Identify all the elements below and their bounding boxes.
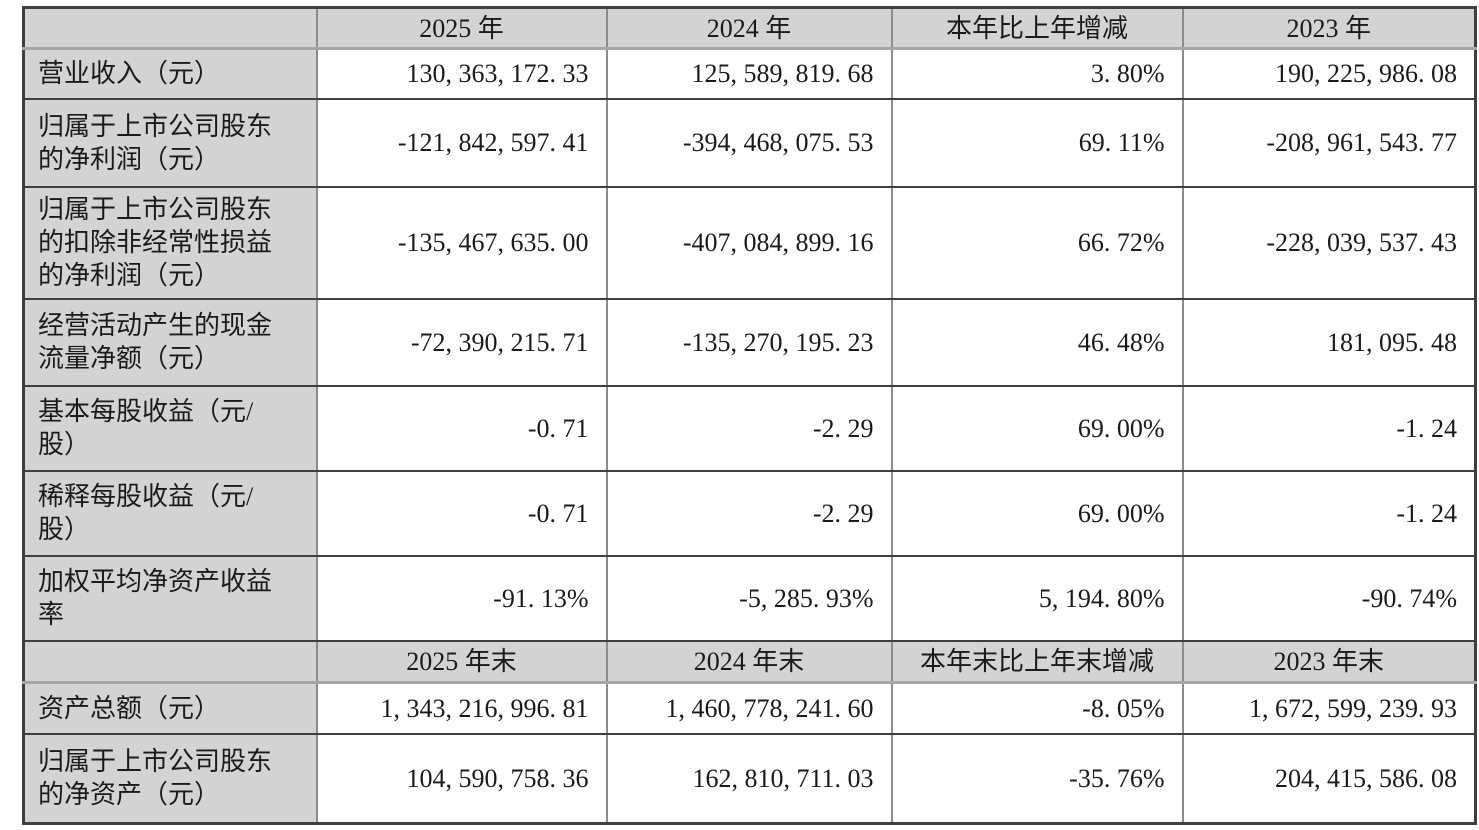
corner-cell — [22, 6, 318, 50]
period-header-cell: 2023 年 — [1181, 6, 1477, 50]
value-cell: 66. 72% — [890, 185, 1184, 300]
value-cell: 104, 590, 758. 36 — [315, 732, 608, 825]
value-cell: 130, 363, 172. 33 — [315, 47, 608, 100]
row-label-cell: 归属于上市公司股东的净资产（元） — [22, 732, 318, 825]
value-cell: -121, 842, 597. 41 — [315, 97, 608, 188]
row-label-cell: 营业收入（元） — [22, 47, 318, 100]
value-cell: 204, 415, 586. 08 — [1181, 732, 1477, 825]
table-row: 经营活动产生的现金流量净额（元） -72, 390, 215. 71 -135, 2… — [22, 297, 1477, 387]
period-header-row: 2025 年 2024 年本年比上年增减 2023 年 — [22, 6, 1477, 50]
period-header-cell: 本年比上年增减 — [890, 6, 1184, 50]
value-cell: -91. 13% — [315, 554, 608, 642]
value-cell: 3. 80% — [890, 47, 1184, 100]
value-cell: 162, 810, 711. 03 — [605, 732, 893, 825]
value-cell: -8. 05% — [890, 681, 1184, 735]
value-cell: -135, 467, 635. 00 — [315, 185, 608, 300]
value-cell: 1, 343, 216, 996. 81 — [315, 681, 608, 735]
row-label-cell: 归属于上市公司股东的扣除非经常性损益的净利润（元） — [22, 185, 318, 300]
value-cell: -0. 71 — [315, 384, 608, 472]
table-row: 归属于上市公司股东的净资产（元） 104, 590, 758. 36 162, 81… — [22, 732, 1477, 825]
value-cell: -407, 084, 899. 16 — [605, 185, 893, 300]
value-cell: 181, 095. 48 — [1181, 297, 1477, 387]
period-header-cell: 2024 年 — [605, 6, 893, 50]
period-header-cell: 2023 年末 — [1181, 639, 1477, 684]
value-cell: -72, 390, 215. 71 — [315, 297, 608, 387]
value-cell: -35. 76% — [890, 732, 1184, 825]
financial-summary-table-container: 2025 年 2024 年本年比上年增减 2023 年营业收入（元） 130, 363… — [22, 6, 1477, 825]
table-row: 归属于上市公司股东的净利润（元） -121, 842, 597. 41 -394, … — [22, 97, 1477, 188]
value-cell: 46. 48% — [890, 297, 1184, 387]
value-cell: 1, 460, 778, 241. 60 — [605, 681, 893, 735]
value-cell: -0. 71 — [315, 469, 608, 557]
table-row: 营业收入（元） 130, 363, 172. 33 125, 589, 819. 6… — [22, 47, 1477, 100]
period-header-cell: 本年末比上年末增减 — [890, 639, 1184, 684]
value-cell: -228, 039, 537. 43 — [1181, 185, 1477, 300]
table-row: 资产总额（元） 1, 343, 216, 996. 81 1, 460, 778, … — [22, 681, 1477, 735]
value-cell: 69. 00% — [890, 469, 1184, 557]
value-cell: 190, 225, 986. 08 — [1181, 47, 1477, 100]
row-label-cell: 基本每股收益（元/股） — [22, 384, 318, 472]
corner-cell — [22, 639, 318, 684]
value-cell: -135, 270, 195. 23 — [605, 297, 893, 387]
period-header-cell: 2025 年末 — [315, 639, 608, 684]
value-cell: 69. 00% — [890, 384, 1184, 472]
value-cell: -90. 74% — [1181, 554, 1477, 642]
value-cell: -1. 24 — [1181, 469, 1477, 557]
value-cell: -2. 29 — [605, 469, 893, 557]
table-row: 稀释每股收益（元/股） -0. 71 -2. 29 69. 00% -1. 24 — [22, 469, 1477, 557]
table-row: 归属于上市公司股东的扣除非经常性损益的净利润（元） -135, 467, 635.… — [22, 185, 1477, 300]
table-body: 2025 年 2024 年本年比上年增减 2023 年营业收入（元） 130, 363… — [22, 6, 1477, 825]
row-label-cell: 加权平均净资产收益率 — [22, 554, 318, 642]
financial-summary-table: 2025 年 2024 年本年比上年增减 2023 年营业收入（元） 130, 363… — [22, 6, 1477, 825]
value-cell: -208, 961, 543. 77 — [1181, 97, 1477, 188]
row-label-cell: 经营活动产生的现金流量净额（元） — [22, 297, 318, 387]
row-label-cell: 资产总额（元） — [22, 681, 318, 735]
period-header-cell: 2025 年 — [315, 6, 608, 50]
row-label-cell: 稀释每股收益（元/股） — [22, 469, 318, 557]
value-cell: 1, 672, 599, 239. 93 — [1181, 681, 1477, 735]
row-label-cell: 归属于上市公司股东的净利润（元） — [22, 97, 318, 188]
value-cell: -1. 24 — [1181, 384, 1477, 472]
value-cell: 69. 11% — [890, 97, 1184, 188]
period-header-cell: 2024 年末 — [605, 639, 893, 684]
value-cell: -2. 29 — [605, 384, 893, 472]
table-row: 加权平均净资产收益率 -91. 13% -5, 285. 93% 5, 194. 80… — [22, 554, 1477, 642]
value-cell: -5, 285. 93% — [605, 554, 893, 642]
value-cell: -394, 468, 075. 53 — [605, 97, 893, 188]
period-header-row: 2025 年末 2024 年末 本年末比上年末增减 2023 年末 — [22, 639, 1477, 684]
table-row: 基本每股收益（元/股） -0. 71 -2. 29 69. 00% -1. 24 — [22, 384, 1477, 472]
value-cell: 5, 194. 80% — [890, 554, 1184, 642]
value-cell: 125, 589, 819. 68 — [605, 47, 893, 100]
